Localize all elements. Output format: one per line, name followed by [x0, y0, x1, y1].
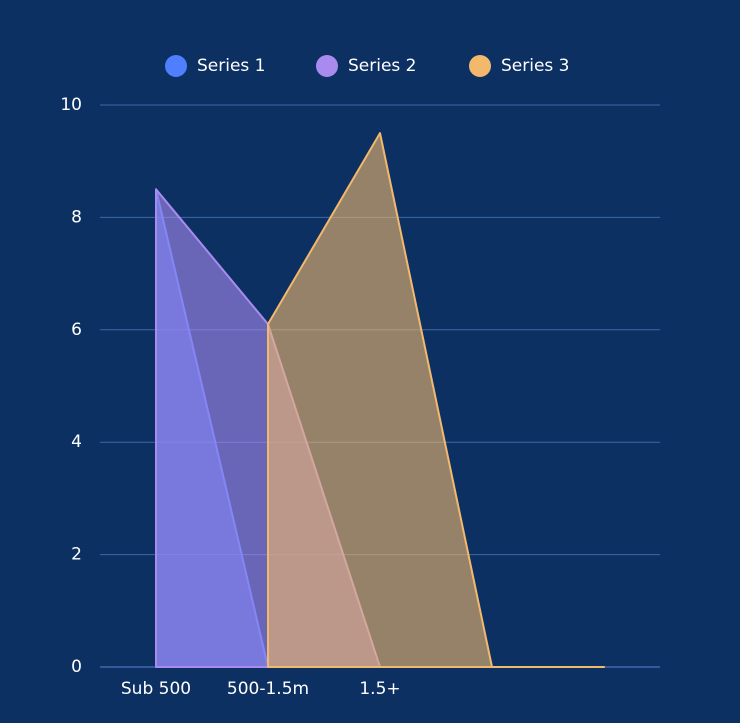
x-tick-label: 500-1.5m — [227, 679, 309, 699]
legend-marker — [316, 55, 338, 77]
legend-label: Series 1 — [197, 56, 266, 76]
y-tick-label: 8 — [71, 207, 82, 227]
y-tick-label: 10 — [60, 95, 82, 115]
y-tick-label: 0 — [71, 657, 82, 677]
legend-label: Series 3 — [501, 56, 570, 76]
y-tick-label: 6 — [71, 320, 82, 340]
y-tick-label: 4 — [71, 432, 82, 452]
area — [267, 132, 605, 668]
legend-marker — [165, 55, 187, 77]
legend-label: Series 2 — [348, 56, 417, 76]
legend-marker — [469, 55, 491, 77]
x-tick-label: Sub 500 — [121, 679, 191, 699]
x-tick-label: 1.5+ — [359, 679, 400, 699]
y-tick-label: 2 — [71, 545, 82, 565]
